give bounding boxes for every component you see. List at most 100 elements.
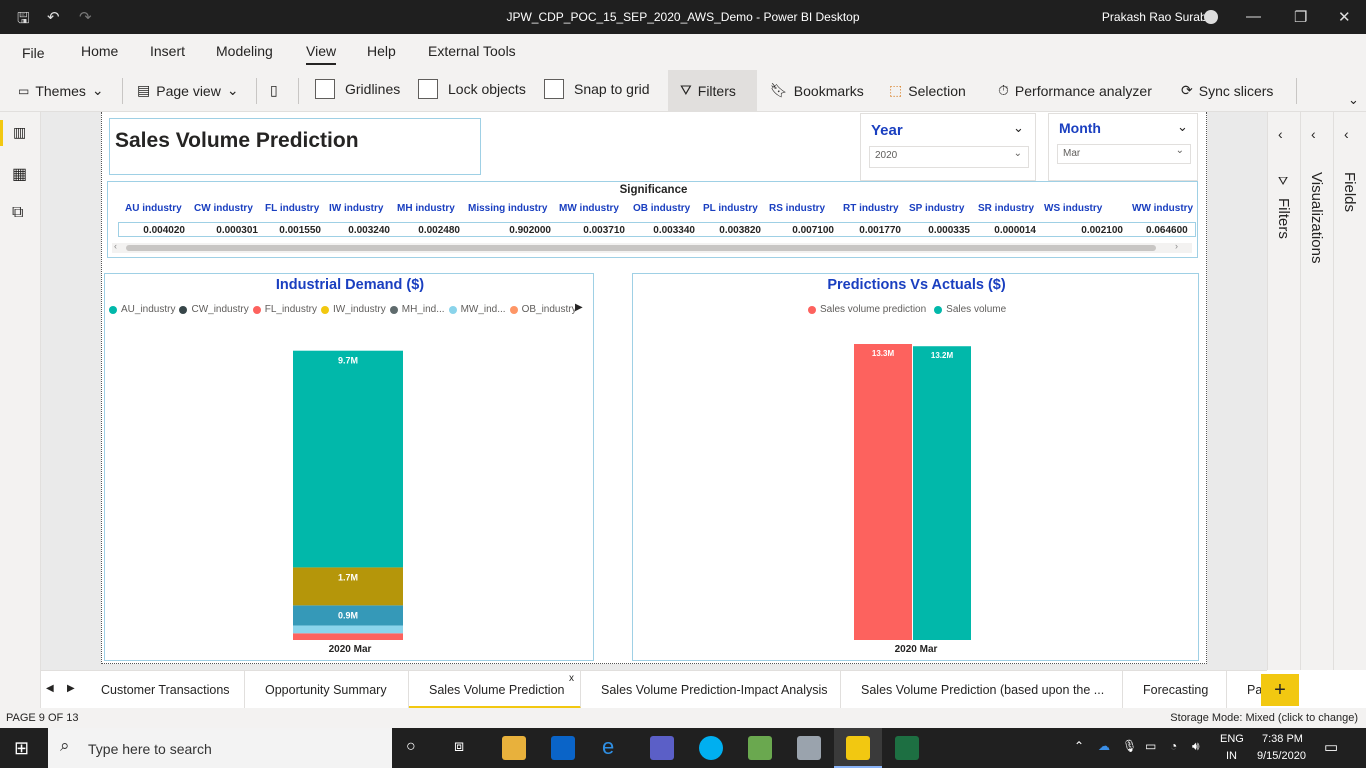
legend-item[interactable]: AU_industry	[121, 304, 176, 315]
bookmarks-button[interactable]: 🔖︎ Bookmarks	[770, 82, 864, 99]
performance-analyzer-button[interactable]: ⏱ Performance analyzer	[998, 82, 1152, 99]
teams-icon[interactable]	[650, 736, 674, 760]
clock-time[interactable]: 7:38 PM	[1262, 733, 1303, 745]
menu-view[interactable]: View	[306, 43, 337, 65]
sig-header[interactable]: MH industry	[397, 203, 455, 214]
report-title-card[interactable]: Sales Volume Prediction	[109, 118, 481, 175]
bar[interactable]	[854, 344, 912, 640]
legend-item[interactable]: MW_ind...	[460, 304, 506, 315]
snap-to-grid-checkbox[interactable]: Snap to grid	[544, 79, 650, 99]
data-view-icon[interactable]: ▦	[12, 166, 28, 183]
table-horizontal-scrollbar[interactable]: ‹ ›	[112, 241, 1192, 253]
report-view-icon[interactable]: ▥	[13, 124, 27, 140]
sig-header[interactable]: OB industry	[633, 203, 691, 214]
stacked-bar-segment[interactable]	[293, 567, 403, 606]
menu-file[interactable]: File	[22, 45, 45, 61]
stacked-bar-segment[interactable]	[293, 350, 403, 568]
sig-header[interactable]: FL industry	[265, 203, 320, 214]
stacked-bar-segment[interactable]	[293, 605, 403, 626]
filters-pane-label[interactable]: Filters	[1275, 198, 1292, 239]
sig-header[interactable]: PL industry	[703, 203, 758, 214]
page-view-button[interactable]: ▤ Page view ⌄	[137, 82, 239, 99]
sig-header[interactable]: SP industry	[909, 203, 965, 214]
microphone-icon[interactable]: 🎙︎	[1122, 739, 1138, 753]
mobile-layout-button[interactable]: ▯	[270, 82, 278, 99]
clock-date[interactable]: 9/15/2020	[1257, 750, 1306, 762]
region-code[interactable]: IN	[1226, 750, 1237, 762]
minimize-icon[interactable]: —	[1246, 8, 1261, 25]
sig-header[interactable]: AU industry	[125, 203, 182, 214]
month-dropdown[interactable]: Mar ⌄	[1057, 144, 1191, 164]
fields-pane[interactable]: ‹ Fields	[1333, 112, 1366, 670]
onedrive-icon[interactable]: ☁	[1098, 739, 1110, 753]
filters-button[interactable]: ⛛ Filters	[668, 70, 757, 111]
collapse-filters-icon[interactable]: ‹	[1278, 126, 1283, 142]
themes-button[interactable]: ▭ Themes ⌄	[18, 82, 104, 99]
powerbi-task[interactable]	[834, 728, 882, 768]
visualizations-pane[interactable]: ‹ Visualizations	[1300, 112, 1333, 670]
legend-item[interactable]: IW_industry	[332, 304, 386, 315]
bar[interactable]	[913, 346, 971, 640]
scrollbar-thumb[interactable]	[126, 245, 1156, 251]
tab-customer-transactions[interactable]: Customer Transactions	[81, 671, 245, 709]
sig-header[interactable]: WS industry	[1044, 203, 1103, 214]
sig-header[interactable]: WW industry	[1132, 203, 1194, 214]
save-icon[interactable]: 🖫	[17, 10, 30, 27]
outlook-icon[interactable]	[551, 736, 575, 760]
skype-icon[interactable]	[699, 736, 723, 760]
menu-external-tools[interactable]: External Tools	[428, 43, 516, 59]
legend-item[interactable]: CW_industry	[191, 304, 249, 315]
redo-icon[interactable]: ↷	[79, 9, 92, 26]
menu-help[interactable]: Help	[367, 43, 396, 59]
restore-icon[interactable]: ❐	[1294, 9, 1308, 26]
sig-header[interactable]: MW industry	[559, 203, 619, 214]
industrial-demand-chart[interactable]: Industrial Demand ($) AU_industry CW_ind…	[104, 273, 594, 661]
collapse-fields-icon[interactable]: ‹	[1344, 126, 1349, 142]
legend-item[interactable]: FL_industry	[264, 304, 317, 315]
scroll-left-icon[interactable]: ‹	[114, 241, 117, 251]
chevron-down-icon[interactable]: ⌄	[1177, 119, 1188, 134]
undo-icon[interactable]: ↶	[47, 9, 60, 26]
year-slicer[interactable]: Year ⌄ 2020 ⌄	[860, 113, 1036, 181]
storage-mode[interactable]: Storage Mode: Mixed (click to change)	[1170, 712, 1358, 724]
visualizations-pane-label[interactable]: Visualizations	[1308, 172, 1325, 264]
legend-item[interactable]: MH_ind...	[401, 304, 445, 315]
menu-home[interactable]: Home	[81, 43, 119, 59]
year-dropdown[interactable]: 2020 ⌄	[869, 146, 1029, 168]
fields-pane-label[interactable]: Fields	[1341, 172, 1358, 213]
excel-icon[interactable]	[895, 736, 919, 760]
month-slicer[interactable]: Month ⌄ Mar ⌄	[1048, 113, 1198, 181]
tab-sales-volume-prediction-based[interactable]: Sales Volume Prediction (based upon the …	[841, 671, 1123, 709]
model-view-icon[interactable]: ⧉	[12, 204, 24, 221]
stacked-bar-segment[interactable]	[293, 625, 403, 634]
user-name[interactable]: Prakash Rao Surabhi	[1101, 10, 1216, 24]
tab-impact-analysis[interactable]: Sales Volume Prediction-Impact Analysis	[581, 671, 841, 709]
collapse-visualizations-icon[interactable]: ‹	[1311, 126, 1316, 142]
tab-forecasting[interactable]: Forecasting	[1123, 671, 1227, 709]
sig-header[interactable]: RT industry	[843, 203, 899, 214]
ribbon-expand-icon[interactable]: ⌄	[1348, 92, 1359, 107]
sig-header[interactable]: RS industry	[769, 203, 826, 214]
legend-next-icon[interactable]: ▶	[575, 302, 583, 313]
search-box[interactable]: ⌕ Type here to search	[48, 728, 392, 768]
legend-item[interactable]: Sales volume prediction	[820, 304, 927, 315]
menu-insert[interactable]: Insert	[150, 43, 186, 59]
edge-icon[interactable]: e	[602, 734, 615, 759]
filters-pane[interactable]: ‹ ⛛ Filters	[1267, 112, 1300, 670]
add-page-button[interactable]: +	[1261, 674, 1299, 706]
menu-modeling[interactable]: Modeling	[216, 43, 273, 59]
legend-item[interactable]: OB_industry	[521, 304, 577, 315]
sync-slicers-button[interactable]: ⟳ Sync slicers	[1181, 82, 1274, 99]
chevron-down-icon[interactable]: ⌄	[1013, 120, 1024, 135]
scroll-right-icon[interactable]: ›	[1175, 241, 1178, 251]
windows-start-icon[interactable]: ⊞	[14, 738, 30, 758]
sig-header[interactable]: SR industry	[978, 203, 1035, 214]
language-code[interactable]: ENG	[1220, 733, 1244, 745]
lock-objects-checkbox[interactable]: Lock objects	[418, 79, 526, 99]
notepad-icon[interactable]	[748, 736, 772, 760]
tab-scroll-right-icon[interactable]: ▶	[67, 683, 75, 694]
close-icon[interactable]: ✕	[1338, 9, 1351, 26]
file-explorer-icon[interactable]	[502, 736, 526, 760]
selection-button[interactable]: ⬚ Selection	[889, 82, 966, 99]
predictions-vs-actuals-chart[interactable]: Predictions Vs Actuals ($) Sales volume …	[632, 273, 1199, 661]
